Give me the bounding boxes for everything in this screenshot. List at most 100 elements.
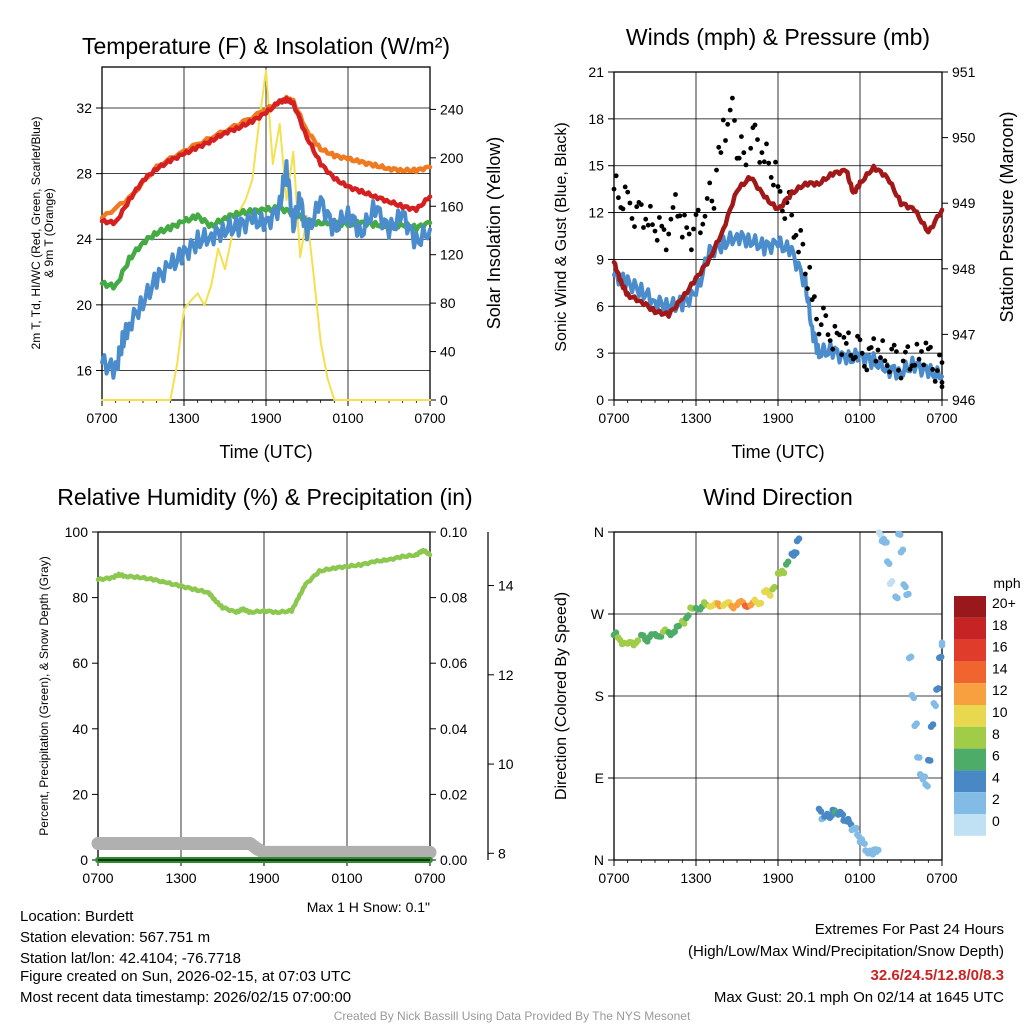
gust-point (698, 230, 703, 236)
direction-point (883, 539, 890, 546)
direction-point (861, 840, 868, 847)
pressure-tick-label: 946 (952, 392, 976, 408)
gust-point (638, 202, 644, 208)
gust-point (914, 341, 920, 347)
legend-swatch (954, 705, 986, 727)
gust-point (650, 222, 655, 228)
gust-point (894, 349, 899, 354)
legend-swatch (954, 726, 986, 749)
direction-point (839, 811, 847, 818)
legend-label: 14 (992, 660, 1008, 676)
credit: Created By Nick Bassill Using Data Provi… (333, 1009, 691, 1023)
legend-swatch (954, 639, 986, 662)
gust-point (627, 200, 633, 206)
gust-point (611, 186, 617, 192)
precip-tick-label: 0.00 (440, 852, 467, 868)
y-tick-label: W (591, 606, 605, 622)
gust-point (691, 226, 696, 232)
gust-point (673, 192, 678, 197)
insolation-tick-label: 160 (440, 198, 464, 214)
gust-point (789, 212, 795, 218)
series-relative-humidity (95, 547, 433, 616)
y-tick-label: 0 (596, 392, 604, 408)
gust-point (882, 358, 888, 364)
direction-point (757, 599, 765, 607)
gust-point (720, 117, 726, 123)
gust-point (723, 138, 728, 143)
gust-point (743, 162, 749, 168)
precip-tick-label: 0.04 (440, 721, 467, 737)
gust-point (645, 222, 651, 228)
gust-point (873, 358, 879, 364)
legend-swatch (954, 814, 986, 836)
legend-label: 10 (992, 704, 1008, 720)
y-tick-label: 60 (72, 655, 88, 671)
x-tick-label: 1300 (165, 870, 196, 886)
footer-elevation: Station elevation: 567.751 m (20, 929, 211, 946)
gust-point (802, 271, 808, 277)
gust-point (907, 366, 913, 372)
direction-point (793, 549, 800, 557)
gust-point (793, 232, 799, 238)
gust-point (880, 338, 886, 344)
y-tick-label: 20 (76, 297, 92, 313)
gust-point (704, 196, 710, 201)
gust-point (843, 341, 849, 346)
direction-point (937, 653, 945, 661)
x-tick-label: 0100 (844, 410, 875, 426)
gust-point (616, 195, 621, 201)
footer-recent: Most recent data timestamp: 2026/02/15 0… (20, 989, 352, 1006)
direction-point (784, 558, 792, 566)
x-tick-label: 1900 (762, 410, 793, 426)
y-axis-label-left: Percent, Precipitation (Green), & Snow D… (37, 556, 51, 835)
gust-point (766, 160, 772, 166)
gust-point (670, 205, 676, 210)
y-tick-label: N (594, 524, 604, 540)
direction-point (795, 535, 803, 542)
gust-point (732, 118, 737, 123)
y-tick-label: 80 (72, 590, 88, 606)
y-tick-label: N (594, 852, 604, 868)
series-station-pressure (611, 163, 945, 319)
x-tick-label: 0700 (414, 410, 445, 426)
gust-point (891, 342, 897, 348)
gust-point (693, 212, 699, 218)
direction-point (885, 560, 893, 567)
insolation-tick-label: 80 (440, 295, 456, 311)
series-snow-depth (91, 837, 437, 859)
gust-point (859, 350, 865, 356)
direction-point (916, 754, 923, 761)
gust-point (900, 358, 906, 364)
direction-point (929, 721, 937, 728)
gust-point (862, 364, 867, 369)
direction-point (685, 612, 692, 619)
y-axis-label-right: Station Pressure (Maroon) (997, 111, 1017, 322)
x-tick-label: 1300 (680, 410, 711, 426)
direction-point (675, 622, 683, 630)
direction-point (938, 642, 946, 649)
gust-point (711, 206, 717, 211)
y-tick-label: 12 (588, 205, 604, 221)
gust-point (823, 313, 829, 319)
gust-point (709, 198, 715, 204)
legend-label: 6 (992, 748, 1000, 764)
x-axis-label: Time (UTC) (219, 442, 312, 462)
direction-point (853, 824, 860, 832)
x-tick-label: 0700 (598, 410, 629, 426)
gust-point (641, 225, 646, 230)
gust-point (661, 227, 667, 233)
x-tick-label: 0100 (844, 870, 875, 886)
gust-point (841, 335, 847, 340)
precip-tick-label: 0.06 (440, 655, 467, 671)
gust-point (875, 347, 881, 353)
gust-point (805, 286, 810, 291)
legend-label: 8 (992, 726, 1000, 742)
direction-point (899, 546, 907, 554)
chart-title: Temperature (F) & Insolation (W/m²) (82, 33, 450, 59)
gust-point (632, 224, 637, 230)
footer-latlon: Station lat/lon: 42.4104; -76.7718 (20, 950, 242, 967)
legend-label: 4 (992, 769, 1000, 785)
gust-point (864, 367, 870, 373)
x-tick-label: 0700 (82, 870, 113, 886)
